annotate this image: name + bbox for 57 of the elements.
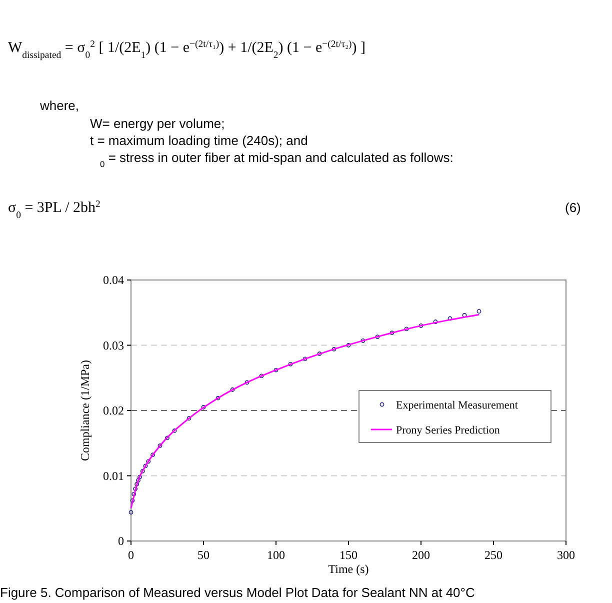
point	[360, 338, 366, 343]
point	[244, 380, 250, 385]
text: W= energy per volume;	[90, 116, 225, 131]
point	[138, 474, 142, 480]
point	[302, 356, 308, 362]
point	[274, 368, 278, 372]
point	[158, 444, 162, 448]
point	[133, 486, 138, 491]
point	[186, 416, 192, 421]
x-axis-title: Time (s)	[328, 562, 369, 576]
legend-label: Experimental Measurement	[396, 399, 518, 412]
point	[132, 492, 136, 496]
y-tick-label: 0.01	[103, 468, 124, 483]
text: σ$_{0}$ = 3PL / 2bh$^{2}$	[8, 198, 101, 220]
point	[375, 334, 380, 339]
point	[136, 478, 140, 483]
y-axis-title: Compliance (1/MPa)	[78, 360, 92, 461]
legend-label: Prony Series Prediction	[396, 424, 500, 436]
y-tick-label: 0.03	[103, 338, 124, 352]
x-tick-label: 200	[412, 548, 430, 562]
text: t = maximum loading time (240s); and	[90, 133, 308, 148]
point	[259, 374, 264, 378]
point	[418, 323, 424, 328]
text: where,	[39, 98, 80, 113]
point	[390, 330, 394, 336]
caption: Figure 5. Comparison of Measured versus Model Plot Data for Sealant NN at 40°C	[0, 585, 475, 600]
point	[288, 362, 293, 366]
point	[230, 387, 235, 392]
text: (6)	[565, 200, 581, 215]
x-tick-label: 250	[484, 548, 502, 562]
y-tick-label: 0.04	[103, 273, 124, 288]
x-tick-label: 100	[267, 548, 285, 562]
point	[404, 326, 409, 332]
x-tick-label: 300	[557, 548, 575, 562]
point	[165, 436, 170, 440]
x-tick-label: 50	[198, 548, 210, 562]
point	[130, 498, 135, 503]
point	[128, 510, 134, 514]
point	[172, 428, 177, 433]
x-tick-label: 150	[340, 548, 358, 562]
point	[216, 396, 220, 400]
point	[134, 482, 139, 486]
y-tick-label: 0	[118, 534, 124, 548]
point	[143, 464, 148, 468]
text: W$_{dissipated}$ = σ$_{0}$$^{2}$ [ 1/(2E$_{1}$) (1 − e$^{−(2t/τ₁)}$) + 1/(2E$_{2}$) (1 − e$^{−(2t/τ₂)}$) ]	[8, 38, 366, 60]
point	[476, 309, 482, 314]
point	[201, 405, 206, 410]
text: $_{0}$ = stress in outer fiber at mid-span and calculated as follows:	[100, 150, 454, 169]
point	[433, 320, 438, 324]
point	[346, 343, 351, 348]
x-tick-label: 0	[128, 548, 134, 562]
point	[317, 352, 322, 356]
point	[150, 452, 155, 458]
point	[332, 346, 336, 352]
point	[146, 459, 151, 464]
point	[140, 468, 145, 474]
y-tick-label: 0.02	[103, 404, 124, 418]
